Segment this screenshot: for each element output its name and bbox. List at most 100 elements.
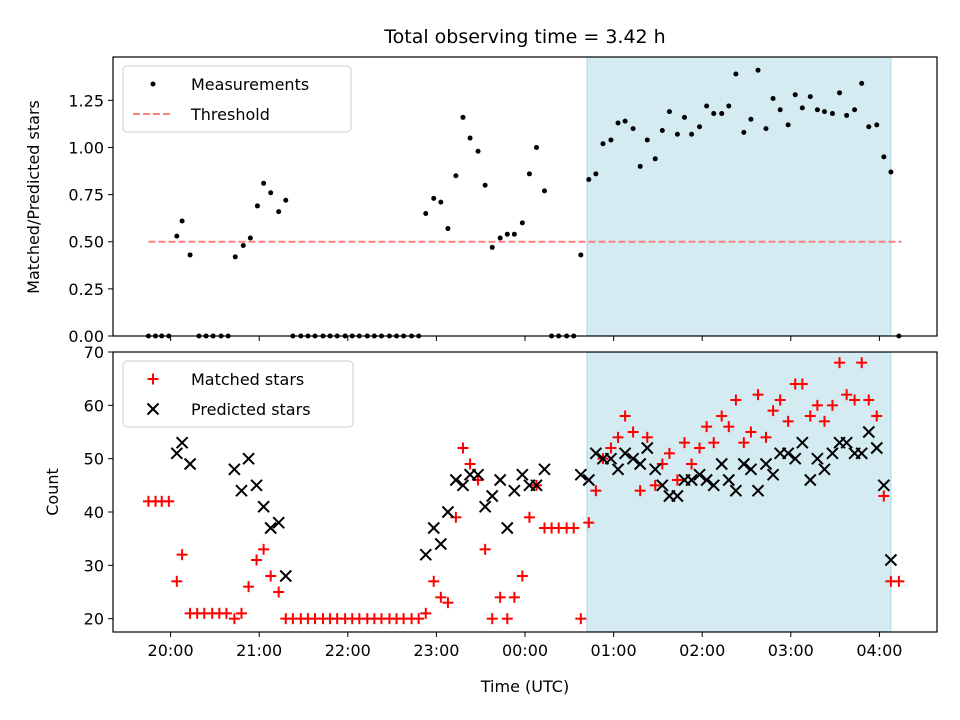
legend-entry-label: Matched stars <box>191 370 304 389</box>
data-point <box>804 410 816 422</box>
data-point <box>884 553 898 567</box>
y-tick-label: 20 <box>84 610 104 629</box>
data-point <box>586 177 592 183</box>
y-tick-label: 1.25 <box>68 91 104 110</box>
data-point <box>652 156 658 162</box>
data-point <box>589 447 603 460</box>
x-tick-label: 04:00 <box>856 641 902 660</box>
legend-entry-label: Predicted stars <box>191 400 311 419</box>
data-point <box>438 199 444 205</box>
data-point <box>837 90 843 96</box>
data-point <box>730 394 742 406</box>
data-point <box>866 124 872 130</box>
data-point <box>856 357 868 369</box>
data-point <box>538 463 551 476</box>
data-point <box>534 144 540 150</box>
data-point <box>844 112 850 118</box>
data-point <box>604 452 618 465</box>
data-point <box>261 180 267 186</box>
data-point <box>283 197 289 203</box>
data-point <box>877 479 891 492</box>
top-y-axis-label: Matched/Predicted stars <box>24 100 43 294</box>
data-point <box>590 485 602 497</box>
data-point <box>475 148 481 154</box>
data-point <box>881 154 887 160</box>
panel-counts: 20 30 40 50 60 70 20:00 21:00 22:00 23:00 00:00 01:… <box>84 343 938 660</box>
data-point <box>678 437 690 449</box>
data-point <box>745 426 757 438</box>
data-point <box>268 190 274 196</box>
data-point <box>796 378 808 390</box>
data-point <box>523 511 535 523</box>
legend-box <box>122 360 354 428</box>
data-point <box>738 437 750 449</box>
data-point <box>634 485 646 497</box>
data-point <box>763 126 769 132</box>
data-point <box>183 457 197 471</box>
data-point <box>841 389 853 401</box>
data-point <box>250 479 263 492</box>
data-point <box>176 549 188 561</box>
data-point <box>482 182 488 188</box>
data-point <box>637 163 643 169</box>
data-point <box>649 479 661 491</box>
data-point <box>179 218 185 224</box>
y-tick-label: 50 <box>84 450 104 469</box>
y-tick-label: 0.75 <box>68 186 104 205</box>
data-point <box>578 252 584 258</box>
data-point <box>659 128 665 134</box>
panel-ratio: 0.00 0.25 0.50 0.75 1.00 1.25 Measurements Thre… <box>68 56 938 346</box>
data-point <box>777 107 783 113</box>
data-point <box>516 468 529 481</box>
data-point <box>774 394 786 406</box>
data-point <box>716 410 728 422</box>
bottom-y-axis-label: Count <box>43 468 62 516</box>
data-point <box>170 447 184 460</box>
data-point <box>435 591 447 603</box>
series-predicted-stars <box>170 425 898 583</box>
data-point <box>273 586 285 598</box>
data-point <box>232 254 238 260</box>
data-point <box>530 479 543 492</box>
data-point <box>694 442 706 454</box>
data-point <box>785 122 791 128</box>
data-point <box>767 405 779 417</box>
data-point <box>486 489 499 503</box>
data-point <box>770 95 776 101</box>
data-point <box>583 517 595 529</box>
data-point <box>265 570 277 582</box>
y-tick-label: 70 <box>84 343 104 362</box>
data-point <box>888 169 894 175</box>
data-point <box>467 135 473 141</box>
data-point <box>862 425 875 439</box>
data-point <box>516 570 528 582</box>
data-point <box>871 410 883 422</box>
data-point <box>870 441 883 455</box>
data-point <box>707 479 720 492</box>
data-point <box>689 131 695 137</box>
data-point <box>656 458 668 470</box>
plot-layer: 0.00 0.25 0.50 0.75 1.00 1.25 Measurements Thre… <box>68 56 938 660</box>
data-point <box>741 129 747 135</box>
data-point <box>821 109 827 115</box>
data-point <box>733 71 739 77</box>
data-point <box>811 452 824 465</box>
data-point <box>681 114 687 120</box>
data-point <box>247 235 253 241</box>
y-tick-label: 60 <box>84 396 104 415</box>
data-point <box>874 122 880 128</box>
data-point <box>441 505 455 519</box>
data-point <box>508 591 520 603</box>
x-tick-label: 20:00 <box>148 641 194 660</box>
data-point <box>723 421 735 433</box>
data-point <box>600 141 606 147</box>
data-point <box>755 67 761 73</box>
data-point <box>242 452 255 465</box>
data-point <box>171 575 183 587</box>
data-point <box>708 437 720 449</box>
observing-window-shade <box>586 56 892 337</box>
data-point <box>693 468 706 481</box>
data-point <box>427 521 440 535</box>
data-point <box>807 94 813 100</box>
data-point <box>633 457 647 471</box>
